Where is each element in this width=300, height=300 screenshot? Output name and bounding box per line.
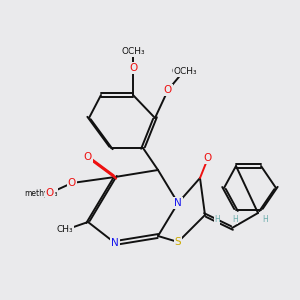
- Text: H: H: [232, 214, 238, 224]
- Text: S: S: [175, 237, 181, 247]
- Text: H: H: [262, 214, 268, 224]
- Text: O: O: [129, 63, 137, 73]
- Text: OCH₃: OCH₃: [173, 68, 197, 76]
- Text: O: O: [68, 178, 76, 188]
- Text: O: O: [46, 188, 54, 198]
- Text: CH₃: CH₃: [42, 188, 58, 197]
- Text: OCH₃: OCH₃: [121, 47, 145, 56]
- Text: OCH₃: OCH₃: [172, 68, 194, 76]
- Text: O: O: [204, 153, 212, 163]
- Text: CH₃: CH₃: [57, 226, 73, 235]
- Text: methyl: methyl: [25, 188, 51, 197]
- Text: N: N: [111, 238, 119, 248]
- Text: N: N: [174, 198, 182, 208]
- Text: CH₃: CH₃: [57, 226, 73, 235]
- Text: H: H: [214, 215, 220, 224]
- Text: O: O: [46, 188, 54, 198]
- Text: O: O: [84, 152, 92, 162]
- Text: O: O: [164, 85, 172, 95]
- Text: OCH₃: OCH₃: [122, 47, 144, 56]
